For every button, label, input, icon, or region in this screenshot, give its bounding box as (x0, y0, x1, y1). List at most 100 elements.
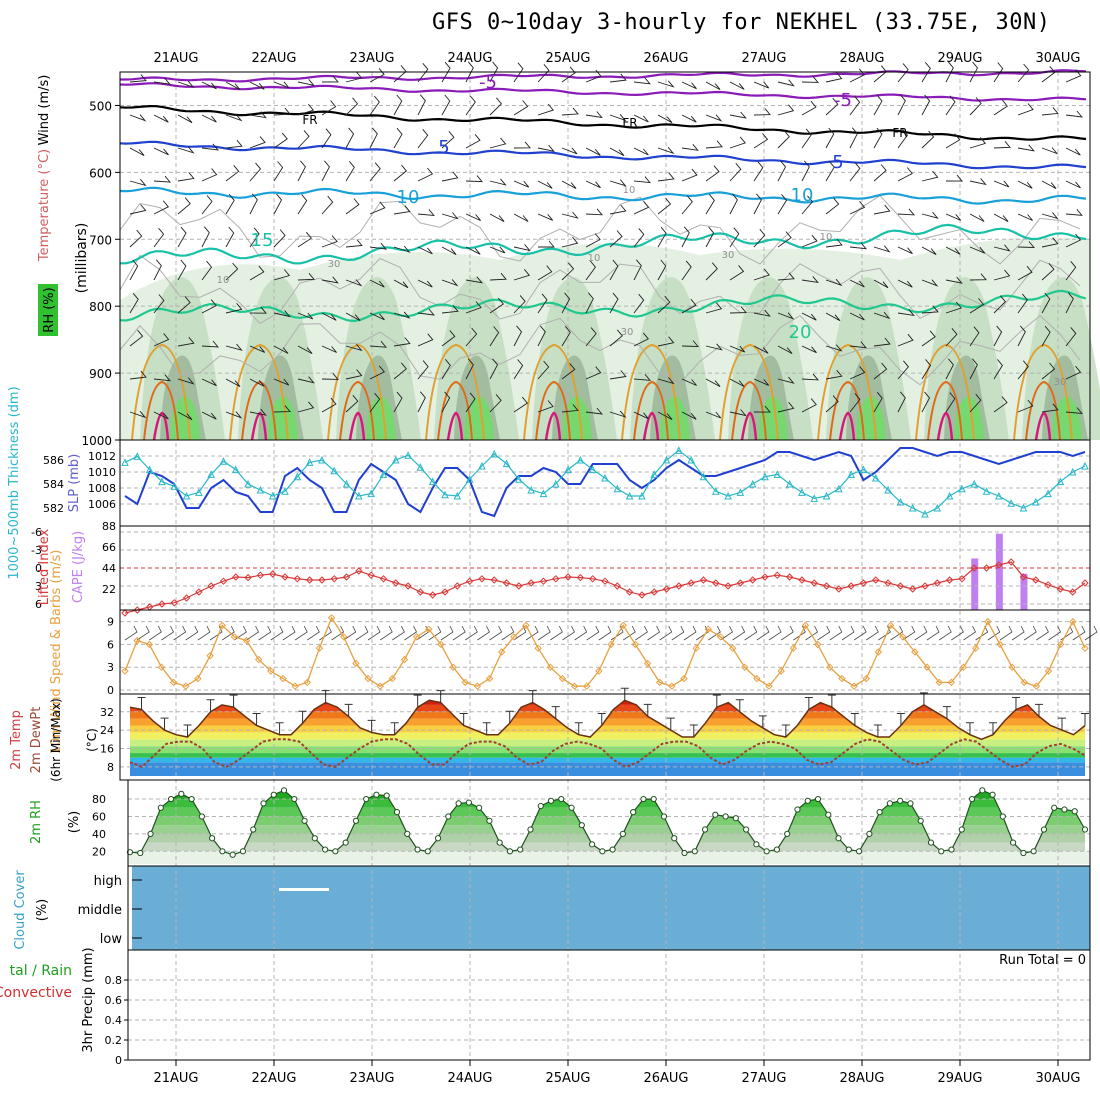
wind-marker (206, 652, 214, 660)
wind-barb (297, 345, 313, 354)
temp-minmax-bar (160, 717, 169, 731)
day-label-bottom: 30AUG (1035, 1071, 1080, 1086)
li-marker (367, 571, 375, 579)
wind-barb (465, 392, 476, 413)
thickness-marker (133, 452, 142, 460)
surface-wind-barb (392, 625, 405, 641)
wind-barb (753, 309, 771, 317)
thickness-marker (970, 479, 979, 488)
li-marker (1068, 588, 1077, 596)
li-marker (638, 591, 646, 599)
wind-barb (321, 75, 339, 83)
temp-contour-40 (152, 411, 170, 441)
wind-barb (489, 326, 500, 347)
wind-marker (352, 659, 360, 668)
thickness-marker (1068, 467, 1077, 476)
wind-barb (1017, 399, 1034, 413)
wind-marker (510, 633, 518, 641)
rh-marker (691, 848, 698, 855)
wind-barb (945, 133, 961, 149)
wind-barb (345, 127, 355, 149)
li-marker (798, 576, 806, 584)
wind-barb (921, 359, 932, 380)
isotherm-minus10 (120, 69, 1087, 83)
wind-barb (129, 229, 143, 248)
rh-marker (907, 800, 914, 807)
wind-barb (321, 195, 334, 215)
wind-marker (826, 663, 834, 671)
precip-tick-label: 0.4 (105, 1014, 123, 1027)
temp-minmax-bar (137, 696, 146, 710)
day-label-bottom: 21AUG (153, 1071, 198, 1086)
li-marker (268, 570, 277, 578)
wind-barb (609, 292, 619, 314)
li-line (124, 561, 1086, 614)
li-marker (244, 573, 252, 582)
wind-barb (609, 410, 627, 418)
wind-barb (969, 393, 982, 413)
wind-barb (321, 373, 339, 380)
surface-wind-barb (465, 625, 478, 641)
wind-barb (657, 377, 675, 385)
wind-barb (345, 369, 363, 380)
surface-wind-barb (671, 625, 685, 641)
surface-wind-barb (975, 625, 989, 641)
ylabel-wind10m: 10m Wind Speed & Barbs (m/s) (49, 550, 64, 755)
wind-marker (1056, 640, 1065, 649)
wind-barb (1017, 63, 1030, 83)
temp-contour-30 (817, 343, 877, 441)
thickness-marker (539, 489, 548, 498)
wind-barb (249, 408, 267, 416)
temp-minmax-bar (1034, 703, 1043, 717)
wind-barb (873, 94, 883, 116)
wind-barb (297, 376, 315, 384)
wind-marker (291, 682, 299, 690)
thickness-marker (428, 477, 437, 486)
wind-barb (585, 366, 602, 380)
wind-marker (279, 674, 287, 683)
rh-marker (1081, 826, 1089, 833)
surface-wind-barb (817, 625, 831, 641)
wind-barb (345, 312, 361, 321)
wind-barb (513, 213, 529, 222)
wind-barb (753, 133, 769, 149)
wind-barb (753, 81, 770, 89)
temp-band (130, 725, 1085, 733)
wind-barb (849, 242, 867, 250)
ylabel-temperature: Temperature (°C) (37, 149, 52, 262)
wind-barb (369, 95, 380, 116)
rh-marker (157, 804, 164, 811)
wind-barb (993, 62, 1004, 83)
wind-barb (129, 179, 147, 187)
ylabel-dewpt: 2m DewPt (29, 707, 44, 774)
wind-barb (825, 312, 841, 322)
rh-marker (547, 797, 555, 804)
thickness-marker (871, 473, 880, 482)
wind-barb (177, 226, 187, 248)
temp-minmax-bar (896, 713, 905, 726)
temp-minmax-bar (459, 713, 468, 726)
wind-barb (465, 301, 482, 314)
wind-barb (393, 311, 411, 319)
wind-barb (825, 160, 835, 182)
wind-barb (513, 244, 531, 252)
wind-barb (873, 391, 883, 413)
wind-barb (777, 130, 790, 149)
wind-barb (753, 228, 766, 248)
li-marker (921, 582, 929, 590)
wind-marker (704, 625, 712, 633)
rh-marker (260, 800, 267, 807)
wind-barb (393, 279, 409, 289)
wind-marker (364, 674, 372, 683)
surface-wind-barb (586, 625, 600, 641)
wind-barb (273, 132, 288, 149)
surface-wind-barb (282, 625, 296, 641)
wind-barb (801, 398, 817, 413)
li-marker (539, 577, 548, 585)
li-marker (379, 575, 388, 583)
wind-barb (225, 81, 241, 91)
wind-barb (993, 244, 1011, 252)
contour-label: 10 (791, 185, 814, 206)
wind-barb (849, 312, 865, 321)
wind-barb (1017, 213, 1033, 221)
